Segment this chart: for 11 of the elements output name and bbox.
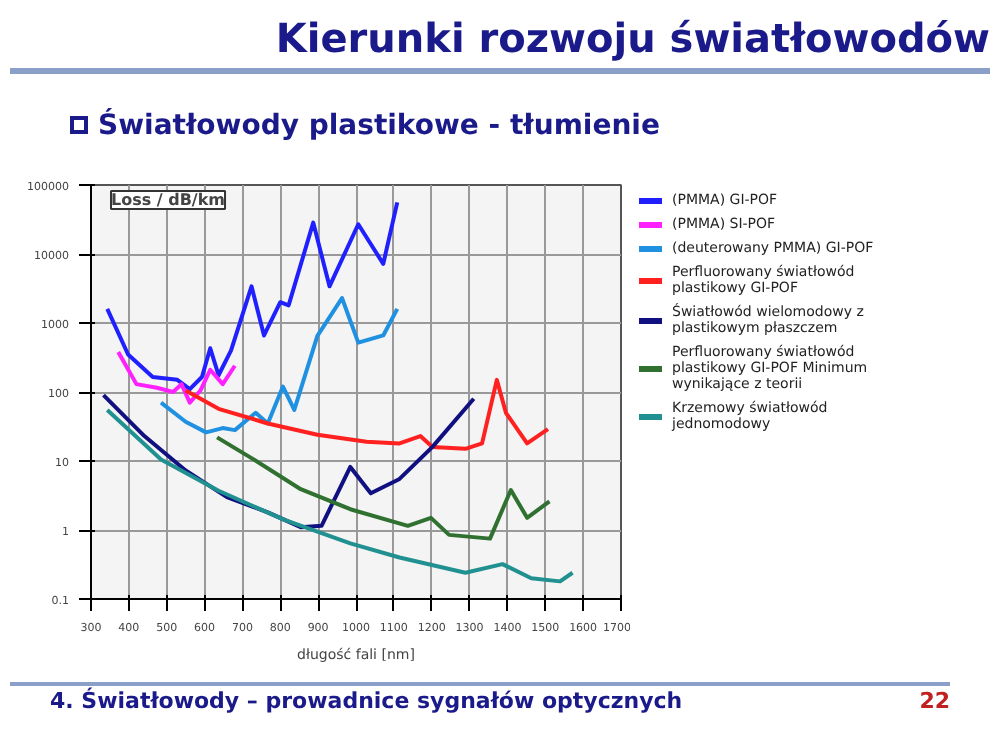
text: 4. Światłowody – prowadnice sygnałów optycznych: [50, 686, 683, 718]
line-series: [101, 393, 476, 530]
chart-subtitle: Światłowody plastikowe - tłumienie: [96, 106, 660, 146]
line-series: [116, 349, 237, 405]
line-series: [183, 377, 550, 451]
line-series: [215, 435, 552, 541]
line-series: [159, 296, 400, 435]
text: 22: [919, 686, 950, 718]
line-series: [105, 407, 575, 584]
y-axis-title: Loss / dB/km: [111, 191, 226, 209]
chart-title: Kierunki rozwoju światłowodów: [10, 10, 990, 74]
